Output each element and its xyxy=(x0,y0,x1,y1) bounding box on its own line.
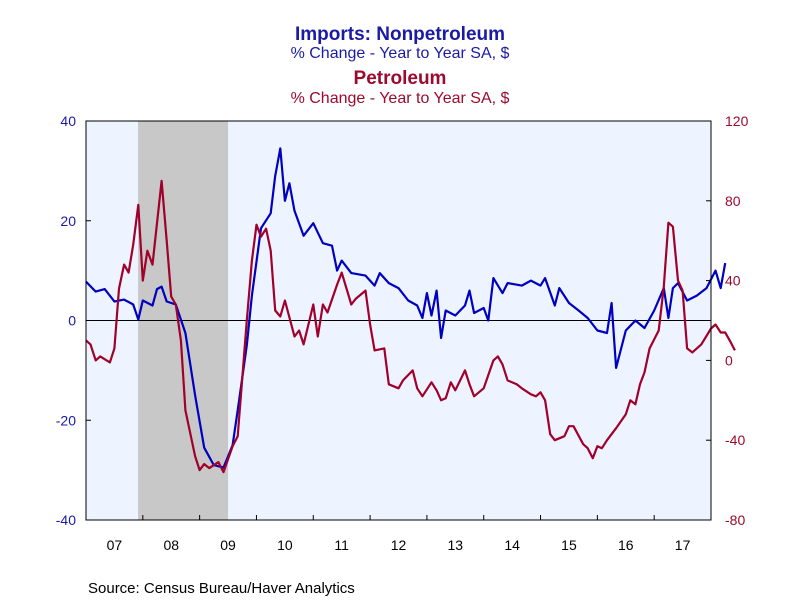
right-tick-label: 0 xyxy=(725,352,733,368)
left-tick-label: -20 xyxy=(56,412,76,428)
series-line-petroleum xyxy=(85,179,736,474)
right-tick-label: -40 xyxy=(725,432,745,448)
x-tick-label: 14 xyxy=(504,537,520,553)
chart-title-0: Imports: Nonpetroleum xyxy=(295,24,505,45)
x-tick-label: 07 xyxy=(107,537,123,553)
x-tick-label: 16 xyxy=(618,537,634,553)
left-y-axis: 40 20 0 -20 -40 xyxy=(56,113,91,528)
right-tick-label: -80 xyxy=(725,512,745,528)
left-tick-label: 0 xyxy=(68,313,76,329)
chart-title-1: % Change - Year to Year SA, $ xyxy=(291,45,510,62)
right-tick-label: 40 xyxy=(725,273,741,289)
x-tick-label: 10 xyxy=(277,537,293,553)
source-note: Source: Census Bureau/Haver Analytics xyxy=(88,580,355,597)
left-tick-label: 40 xyxy=(60,113,76,129)
left-tick-label: 20 xyxy=(60,213,76,229)
right-tick-label: 80 xyxy=(725,193,741,209)
chart-titles: Imports: Nonpetroleum% Change - Year to … xyxy=(291,24,510,107)
chart-title-3: % Change - Year to Year SA, $ xyxy=(291,90,510,107)
x-tick-label: 13 xyxy=(448,537,464,553)
chart-title-2: Petroleum xyxy=(354,68,447,89)
left-tick-label: -40 xyxy=(56,512,76,528)
x-tick-label: 09 xyxy=(220,537,236,553)
right-y-axis: 120 80 40 0 -40 -80 xyxy=(706,113,749,528)
series-line-nonpetroleum xyxy=(85,147,727,469)
x-axis: 07 08 09 10 11 12 13 14 15 16 17 xyxy=(107,515,691,553)
x-tick-label: 15 xyxy=(561,537,577,553)
x-tick-label: 08 xyxy=(163,537,179,553)
series-layer xyxy=(85,147,736,474)
x-tick-label: 12 xyxy=(391,537,407,553)
right-tick-label: 120 xyxy=(725,113,749,129)
x-tick-label: 17 xyxy=(675,537,691,553)
x-tick-label: 11 xyxy=(334,537,349,553)
